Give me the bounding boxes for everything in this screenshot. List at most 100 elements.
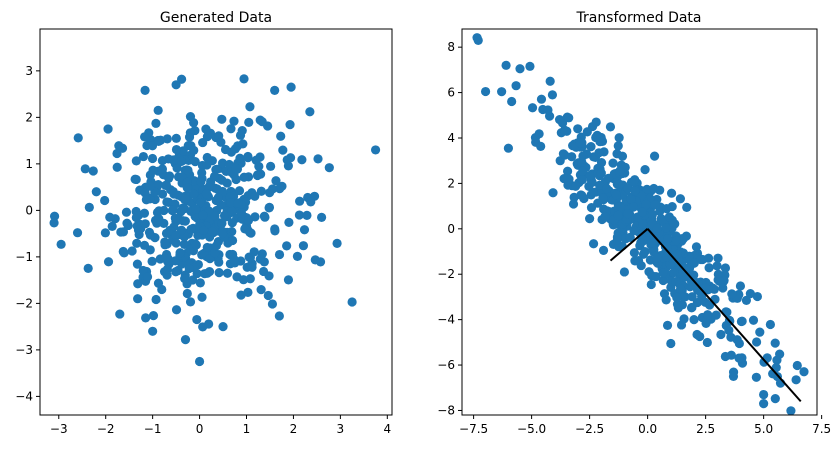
scatter-point [234, 186, 245, 196]
scatter-point [185, 245, 195, 255]
scatter-point [227, 206, 237, 216]
scatter-point [554, 114, 565, 125]
scatter-point [270, 85, 280, 95]
scatter-point [162, 197, 172, 207]
scatter-point [56, 239, 66, 249]
scatter-point [180, 335, 191, 345]
scatter-point [770, 338, 780, 348]
scatter-point [216, 137, 226, 147]
scatter-point [100, 195, 110, 206]
x-tick-label: 2 [290, 422, 298, 436]
scatter-point [317, 212, 327, 222]
scatter-point [256, 285, 266, 295]
x-tick-label: 3 [337, 422, 345, 436]
scatter-point [629, 248, 639, 258]
scatter-point [189, 145, 199, 155]
scatter-point [593, 198, 603, 208]
scatter-point [687, 292, 697, 302]
scatter-point [112, 162, 122, 172]
x-tick-label: −3 [50, 422, 68, 436]
scatter-point [664, 212, 674, 222]
scatter-point [735, 281, 746, 291]
x-tick-label: 4 [383, 422, 391, 436]
scatter-point [243, 151, 253, 162]
scatter-point [578, 166, 588, 176]
scatter-point [235, 153, 245, 163]
scatter-point [140, 219, 150, 229]
chart-title: Generated Data [160, 10, 272, 26]
scatter-point [623, 184, 633, 194]
scatter-point [151, 118, 161, 128]
scatter-point [578, 151, 588, 161]
scatter-point [560, 125, 570, 135]
scatter-point [231, 163, 241, 174]
scatter-point [712, 261, 722, 271]
scatter-point [49, 211, 60, 221]
scatter-point [559, 173, 569, 184]
scatter-point [676, 320, 687, 330]
scatter-point [275, 184, 285, 194]
y-tick-label: −2 [437, 267, 455, 281]
scatter-point [147, 256, 157, 266]
scatter-point [107, 221, 117, 231]
y-tick-label: 1 [25, 157, 33, 171]
scatter-point [73, 133, 83, 143]
scatter-point [176, 156, 187, 166]
scatter-point [121, 207, 132, 217]
scatter-point [180, 273, 190, 284]
scatter-point [196, 177, 206, 187]
scatter-point [594, 148, 604, 158]
scatter-point [141, 313, 151, 323]
scatter-point [637, 207, 647, 217]
scatter-point [662, 252, 672, 262]
scatter-point [613, 141, 623, 151]
scatter-point [573, 124, 583, 134]
scatter-point [302, 210, 312, 220]
scatter-point [600, 211, 610, 222]
y-tick-label: −4 [15, 389, 33, 403]
scatter-point [267, 299, 278, 309]
scatter-point [140, 188, 150, 198]
scatter-point [298, 241, 309, 251]
scatter-point [243, 215, 254, 225]
scatter-point [724, 325, 734, 335]
scatter-point [640, 246, 650, 257]
scatter-point [564, 113, 574, 123]
scatter-point [209, 171, 220, 182]
scatter-point [83, 263, 93, 273]
y-tick-label: 4 [447, 131, 455, 145]
scatter-point [237, 126, 247, 136]
scatter-point [266, 161, 276, 171]
scatter-point [148, 310, 159, 321]
scatter-point [161, 253, 171, 263]
scatter-point [201, 189, 212, 199]
scatter-point [153, 105, 163, 115]
scatter-point [332, 238, 342, 248]
y-tick-label: −6 [437, 358, 455, 372]
scatter-point [209, 248, 220, 258]
scatter-point [116, 227, 126, 237]
scatter-point [791, 375, 801, 385]
scatter-point [238, 275, 249, 285]
scatter-point [192, 314, 202, 325]
scatter-point [473, 35, 483, 45]
scatter-point [186, 224, 196, 234]
y-ticks: −8 −6 −4 −2 0 2 4 6 8 [437, 40, 462, 417]
scatter-point [153, 180, 163, 190]
scatter-point [191, 240, 201, 250]
scatter-point [737, 316, 747, 326]
scatter-point [527, 103, 538, 113]
scatter-point [585, 213, 595, 224]
scatter-point [347, 297, 357, 307]
scatter-point [284, 217, 294, 227]
scatter-point [728, 371, 739, 381]
y-tick-label: −2 [15, 296, 33, 310]
scatter-point [663, 234, 673, 244]
scatter-point [649, 183, 659, 194]
scatter-point [175, 248, 185, 258]
scatter-point [145, 181, 155, 191]
scatter-point [271, 176, 281, 186]
scatter-point [693, 278, 703, 288]
scatter-point [548, 188, 558, 198]
scatter-point [641, 199, 651, 210]
